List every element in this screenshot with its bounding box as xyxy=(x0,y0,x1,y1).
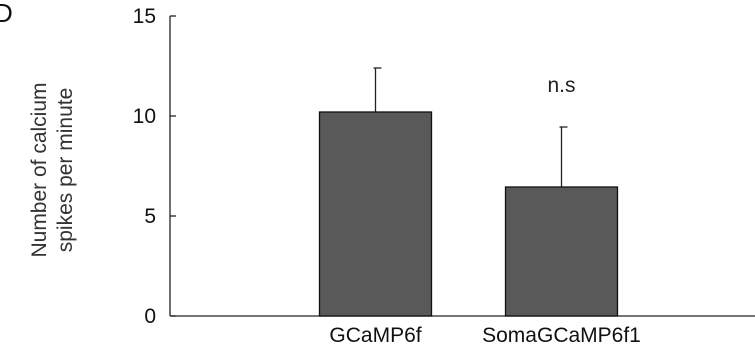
y-tick-label: 5 xyxy=(144,205,156,228)
y-tick-label: 0 xyxy=(144,305,156,328)
error-bars xyxy=(373,67,568,187)
bar xyxy=(318,111,433,317)
y-axis-title-line2: spikes per minute xyxy=(54,88,77,253)
significance-label: n.s xyxy=(547,74,575,97)
x-tick-label: SomaGCaMP6f1 xyxy=(482,324,641,347)
y-axis-title: Number of calcium spikes per minute xyxy=(28,82,77,257)
y-ticks: 0 5 10 15 xyxy=(133,5,176,328)
y-axis-title-line1: Number of calcium xyxy=(28,82,51,257)
panel-label: D xyxy=(0,0,13,28)
bars xyxy=(318,111,619,317)
bar xyxy=(504,186,619,317)
y-tick-label: 10 xyxy=(133,105,156,128)
annotations: n.s xyxy=(547,74,575,97)
x-tick-label: GCaMP6f xyxy=(329,324,421,347)
x-tick-labels: GCaMP6f SomaGCaMP6f1 xyxy=(329,324,640,347)
y-tick-label: 15 xyxy=(133,5,156,28)
